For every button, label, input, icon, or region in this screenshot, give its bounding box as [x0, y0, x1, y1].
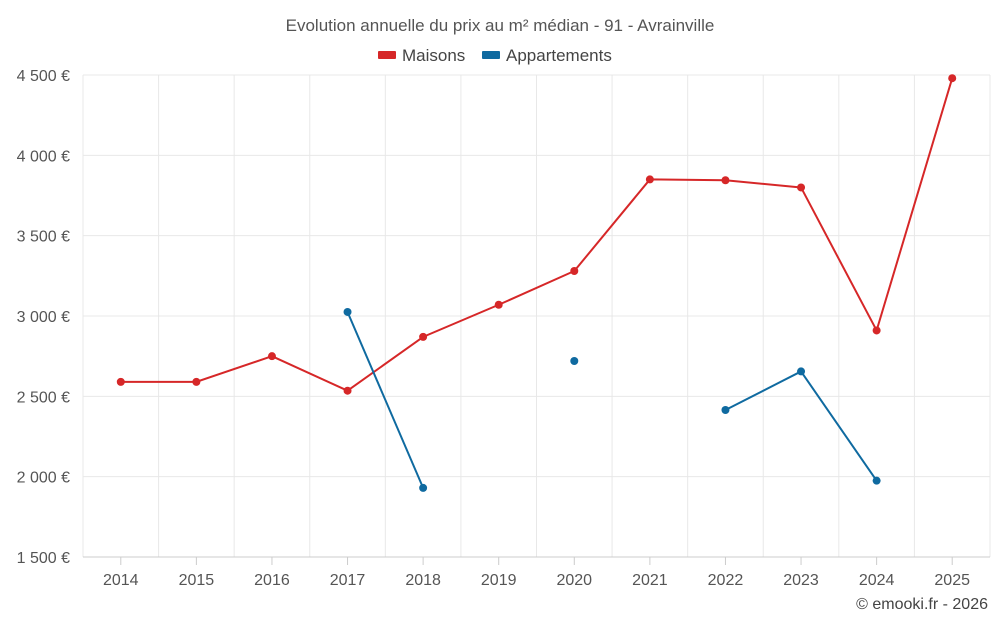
data-point-maisons-2025[interactable]	[948, 74, 957, 83]
data-point-maisons-2020[interactable]	[570, 267, 579, 276]
y-tick-label: 2 000 €	[17, 470, 70, 487]
series-appartements	[343, 307, 881, 492]
series-line-maisons	[120, 77, 954, 392]
legend-item-maisons[interactable]: Maisons	[378, 46, 465, 65]
data-point-maisons-2019[interactable]	[494, 300, 503, 309]
x-tick-label: 2020	[556, 572, 592, 589]
x-tick-label: 2025	[934, 572, 970, 589]
y-tick-label: 3 500 €	[17, 229, 70, 246]
data-point-appartements-2018[interactable]	[419, 483, 428, 492]
legend-swatch-appartements	[482, 51, 500, 59]
data-point-appartements-2020[interactable]	[570, 356, 579, 365]
x-tick-label: 2021	[632, 572, 668, 589]
series-line-appartements	[346, 311, 425, 489]
data-point-maisons-2018[interactable]	[419, 332, 428, 341]
chart-title: Evolution annuelle du prix au m² médian …	[286, 16, 715, 35]
series-line-appartements	[725, 370, 878, 482]
x-tick-label: 2018	[405, 572, 441, 589]
data-point-maisons-2014[interactable]	[116, 377, 125, 386]
data-point-appartements-2022[interactable]	[721, 405, 730, 414]
x-tick-label: 2023	[783, 572, 819, 589]
x-tick-label: 2015	[179, 572, 215, 589]
legend-label-appartements: Appartements	[506, 46, 612, 65]
legend-swatch-maisons	[378, 51, 396, 59]
x-tick-label: 2017	[330, 572, 366, 589]
data-point-appartements-2017[interactable]	[343, 307, 352, 316]
x-tick-label: 2024	[859, 572, 895, 589]
legend: Maisons Appartements	[378, 46, 612, 65]
y-tick-label: 1 500 €	[17, 550, 70, 567]
credit-text: © emooki.fr - 2026	[856, 596, 988, 613]
y-tick-label: 3 000 €	[17, 309, 70, 326]
x-tick-label: 2022	[708, 572, 744, 589]
x-tick-label: 2016	[254, 572, 290, 589]
y-tick-label: 2 500 €	[17, 389, 70, 406]
legend-item-appartements[interactable]: Appartements	[482, 46, 612, 65]
data-point-appartements-2023[interactable]	[797, 367, 806, 376]
y-tick-label: 4 500 €	[17, 68, 70, 85]
x-tick-label: 2014	[103, 572, 139, 589]
legend-label-maisons: Maisons	[402, 46, 465, 65]
x-tick-label: 2019	[481, 572, 517, 589]
data-point-maisons-2015[interactable]	[192, 377, 201, 386]
data-point-maisons-2023[interactable]	[797, 183, 806, 192]
y-tick-label: 4 000 €	[17, 148, 70, 165]
data-point-maisons-2024[interactable]	[872, 326, 881, 335]
series-maisons	[116, 74, 957, 395]
data-point-maisons-2022[interactable]	[721, 176, 730, 185]
data-point-appartements-2024[interactable]	[872, 476, 881, 485]
data-point-maisons-2017[interactable]	[343, 386, 352, 395]
data-point-maisons-2016[interactable]	[267, 352, 276, 361]
data-point-maisons-2021[interactable]	[645, 175, 654, 184]
